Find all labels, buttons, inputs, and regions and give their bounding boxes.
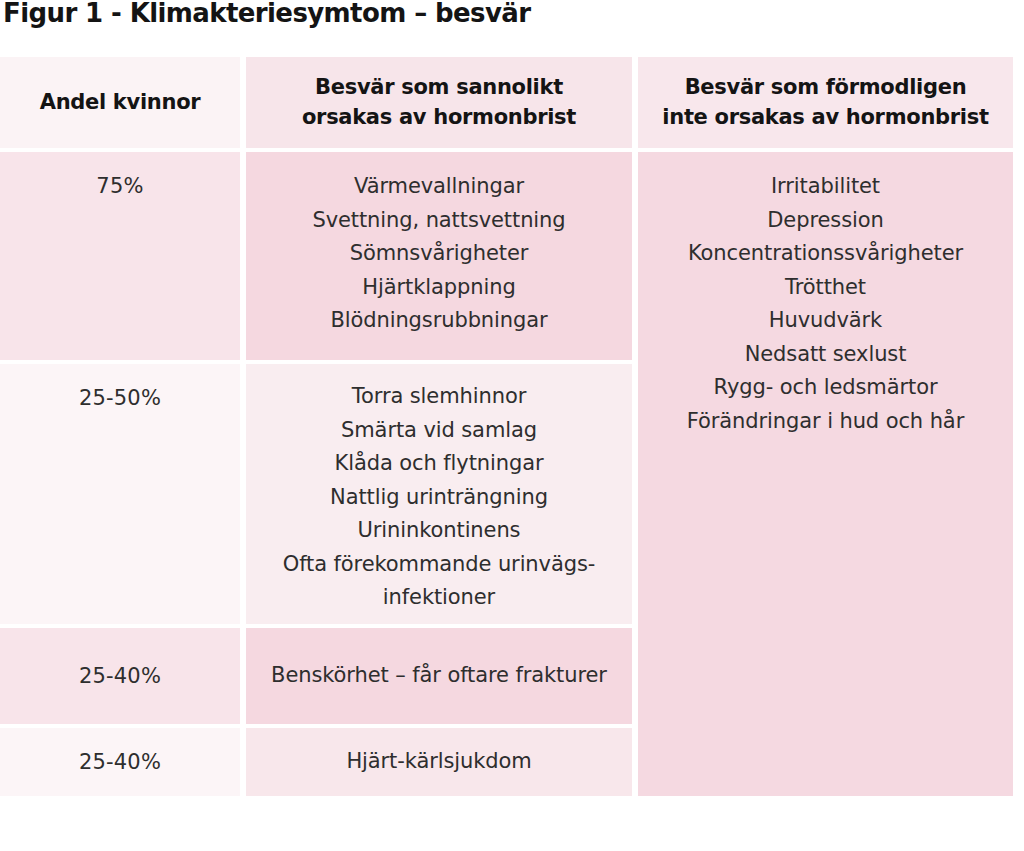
- non-hormonal-symptom-cell: Irritabilitet Depression Koncentrationss…: [638, 152, 1013, 796]
- symptom-line: Huvudvärk: [769, 304, 882, 338]
- symptom-line: Nedsatt sexlust: [745, 338, 907, 372]
- figure-title: Figur 1 - Klimakteriesymtom – besvär: [3, 0, 530, 28]
- symptom-line: Hjärt-kärlsjukdom: [346, 745, 531, 779]
- symptom-cell-row4: Hjärt-kärlsjukdom: [246, 728, 632, 796]
- header-cell-hormonbrist-sannolikt: Besvär som sannolikt orsakas av hormonbr…: [246, 57, 632, 148]
- symptom-line: Klåda och flytningar: [335, 447, 544, 481]
- symptom-line: Urininkontinens: [358, 514, 521, 548]
- symptom-cell-row2: Torra slemhinnor Smärta vid samlag Klåda…: [246, 364, 632, 624]
- symptom-line: Smärta vid samlag: [341, 414, 537, 448]
- symptom-line: Depression: [767, 204, 883, 238]
- header-cell-andel-kvinnor: Andel kvinnor: [0, 57, 240, 148]
- header-line: inte orsakas av hormonbrist: [662, 103, 988, 132]
- share-cell-row3: 25-40%: [0, 628, 240, 724]
- symptom-line: Hjärtklappning: [362, 271, 515, 305]
- figure-page: Figur 1 - Klimakteriesymtom – besvär And…: [0, 0, 1024, 851]
- header-line: Besvär som förmodligen: [685, 73, 967, 102]
- symptom-line: Förändringar i hud och hår: [687, 405, 964, 439]
- symptom-table: Andel kvinnor Besvär som sannolikt orsak…: [0, 57, 1013, 796]
- header-line: Andel kvinnor: [40, 88, 201, 117]
- symptom-line: Ofta förekommande urinvägs-infektioner: [266, 548, 612, 615]
- symptom-line: Rygg- och ledsmärtor: [714, 371, 938, 405]
- symptom-line: Koncentrationssvårigheter: [688, 237, 963, 271]
- symptom-cell-row3: Benskörhet – får oftare frakturer: [246, 628, 632, 724]
- share-cell-row1: 75%: [0, 152, 240, 360]
- symptom-line: Svettning, nattsvettning: [312, 204, 565, 238]
- symptom-line: Värmevallningar: [354, 170, 524, 204]
- symptom-line: Torra slemhinnor: [352, 380, 526, 414]
- symptom-cell-row1: Värmevallningar Svettning, nattsvettning…: [246, 152, 632, 360]
- header-line: orsakas av hormonbrist: [302, 103, 576, 132]
- symptom-line: Sömnsvårigheter: [350, 237, 529, 271]
- symptom-line: Benskörhet – får oftare frakturer: [271, 659, 607, 693]
- share-cell-row2: 25-50%: [0, 364, 240, 624]
- symptom-line: Nattlig urinträngning: [330, 481, 548, 515]
- symptom-line: Trötthet: [785, 271, 866, 305]
- symptom-line: Blödningsrubbningar: [330, 304, 547, 338]
- header-cell-hormonbrist-formodligen-inte: Besvär som förmodligen inte orsakas av h…: [638, 57, 1013, 148]
- header-line: Besvär som sannolikt: [315, 73, 563, 102]
- symptom-line: Irritabilitet: [771, 170, 880, 204]
- share-cell-row4: 25-40%: [0, 728, 240, 796]
